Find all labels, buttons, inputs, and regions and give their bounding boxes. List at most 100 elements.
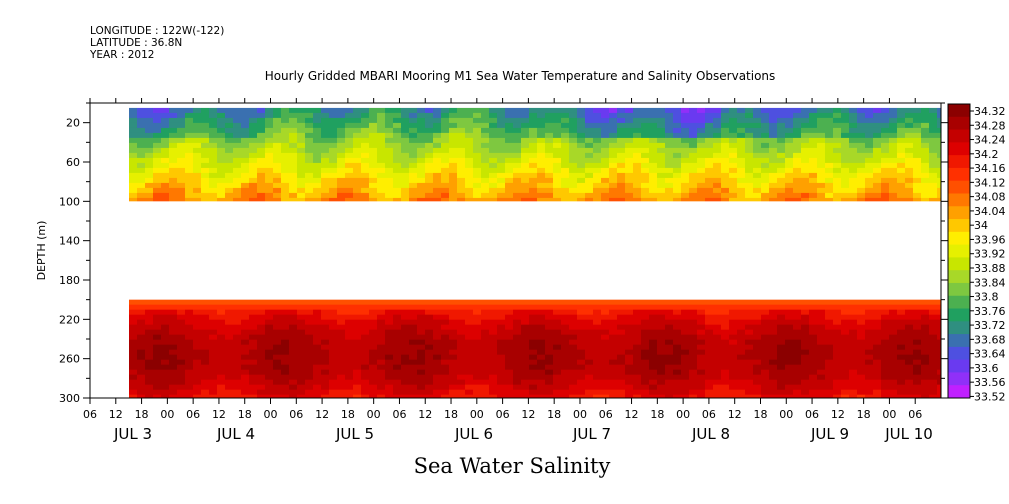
salinity-cell [761, 172, 769, 179]
salinity-cell [385, 384, 393, 391]
salinity-cell [569, 319, 577, 326]
salinity-cell [369, 197, 377, 202]
salinity-cell [729, 142, 737, 149]
salinity-cell [217, 339, 225, 346]
salinity-cell [777, 334, 785, 341]
salinity-cell [793, 369, 801, 376]
salinity-cell [257, 339, 265, 346]
salinity-cell [593, 132, 601, 139]
salinity-cell [857, 359, 865, 366]
salinity-cell [257, 162, 265, 169]
salinity-cell [769, 359, 777, 366]
salinity-cell [425, 319, 433, 326]
salinity-cell [441, 127, 449, 134]
salinity-cell [241, 117, 249, 124]
salinity-cell [529, 309, 537, 316]
salinity-cell [289, 354, 297, 361]
salinity-cell [721, 162, 729, 169]
salinity-cell [257, 299, 265, 306]
salinity-cell [281, 172, 289, 179]
salinity-cell [353, 354, 361, 361]
salinity-cell [433, 147, 441, 154]
salinity-cell [937, 344, 941, 351]
salinity-cell [505, 369, 513, 376]
salinity-cell [801, 172, 809, 179]
salinity-cell [153, 394, 161, 398]
salinity-cell [281, 334, 289, 341]
salinity-cell [593, 384, 601, 391]
salinity-cell [425, 309, 433, 316]
salinity-cell [209, 177, 217, 184]
salinity-cell [353, 107, 361, 114]
salinity-cell [465, 132, 473, 139]
salinity-cell [817, 117, 825, 124]
salinity-cell [145, 137, 153, 144]
salinity-cell [649, 389, 657, 396]
salinity-cell [713, 359, 721, 366]
salinity-cell [209, 147, 217, 154]
salinity-cell [489, 379, 497, 386]
salinity-cell [729, 344, 737, 351]
salinity-cell [889, 122, 897, 129]
salinity-cell [609, 107, 617, 114]
salinity-cell [833, 112, 841, 119]
salinity-cell [809, 142, 817, 149]
salinity-cell [929, 329, 937, 336]
salinity-cell [481, 132, 489, 139]
salinity-cell [369, 334, 377, 341]
salinity-cell [921, 354, 929, 361]
salinity-cell [337, 177, 345, 184]
salinity-cell [337, 319, 345, 326]
salinity-cell [393, 334, 401, 341]
salinity-cell [777, 354, 785, 361]
salinity-cell [481, 117, 489, 124]
salinity-cell [569, 187, 577, 194]
salinity-cell [249, 117, 257, 124]
salinity-cell [193, 122, 201, 129]
salinity-cell [545, 172, 553, 179]
salinity-cell [825, 369, 833, 376]
salinity-cell [841, 142, 849, 149]
x-tick-label: 00 [676, 408, 690, 421]
salinity-cell [137, 172, 145, 179]
salinity-cell [913, 384, 921, 391]
salinity-cell [801, 167, 809, 174]
salinity-cell [569, 389, 577, 396]
salinity-cell [801, 314, 809, 321]
salinity-cell [513, 147, 521, 154]
salinity-cell [697, 349, 705, 356]
salinity-cell [337, 147, 345, 154]
salinity-cell [913, 172, 921, 179]
salinity-cell [713, 324, 721, 331]
salinity-cell [449, 324, 457, 331]
salinity-cell [825, 177, 833, 184]
salinity-cell [657, 329, 665, 336]
salinity-cell [273, 177, 281, 184]
salinity-cell [849, 192, 857, 199]
salinity-cell [153, 299, 161, 306]
salinity-cell [889, 182, 897, 189]
salinity-cell [545, 319, 553, 326]
salinity-cell [145, 304, 153, 311]
salinity-cell [473, 157, 481, 164]
salinity-cell [585, 334, 593, 341]
salinity-cell [193, 349, 201, 356]
colorbar-label: 33.6 [974, 362, 999, 375]
salinity-cell [361, 344, 369, 351]
salinity-cell [777, 374, 785, 381]
salinity-cell [361, 157, 369, 164]
salinity-cell [625, 142, 633, 149]
salinity-cell [761, 329, 769, 336]
salinity-cell [801, 374, 809, 381]
salinity-cell [497, 147, 505, 154]
salinity-cell [849, 349, 857, 356]
salinity-cell [937, 107, 941, 114]
salinity-cell [233, 344, 241, 351]
salinity-cell [161, 329, 169, 336]
salinity-cell [225, 117, 233, 124]
salinity-cell [777, 167, 785, 174]
salinity-cell [929, 137, 937, 144]
salinity-cell [401, 117, 409, 124]
salinity-cell [585, 177, 593, 184]
salinity-cell [369, 364, 377, 371]
